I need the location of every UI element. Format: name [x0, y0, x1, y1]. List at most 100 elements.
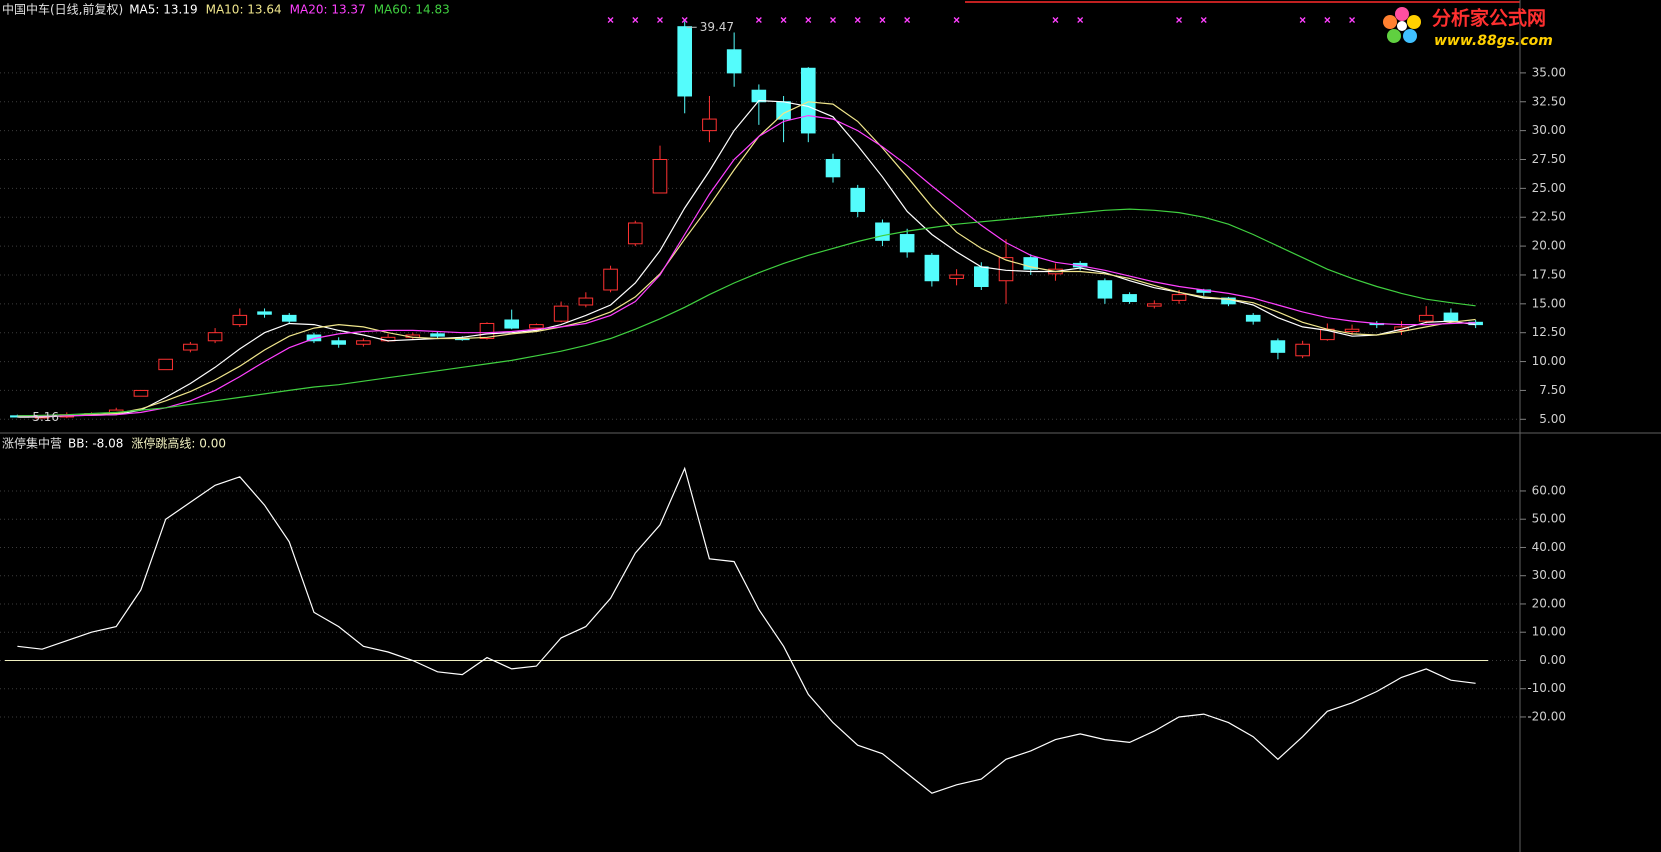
logo-center — [1397, 21, 1407, 31]
y-tick-label: 40.00 — [1532, 540, 1566, 554]
candle-body — [207, 332, 223, 342]
y-tick-label: 35.00 — [1532, 65, 1566, 79]
legend-entry: MA60: 14.83 — [374, 3, 450, 17]
candle-body — [1295, 343, 1310, 357]
signal-marker — [1324, 17, 1331, 23]
signal-marker — [1052, 17, 1059, 23]
legend-entry: MA5: 13.19 — [129, 3, 197, 17]
legend-entry: 涨停跳高线: 0.00 — [131, 436, 226, 451]
candle-body — [158, 358, 173, 371]
y-tick-label: 25.00 — [1532, 181, 1566, 195]
candle-body — [306, 334, 322, 342]
signal-marker — [805, 17, 812, 23]
candle-body — [1097, 280, 1113, 299]
candle-body — [133, 389, 149, 397]
candle-body — [1171, 294, 1187, 301]
logo-petal — [1387, 29, 1401, 43]
candle-body — [356, 340, 371, 345]
signal-marker — [780, 17, 787, 23]
candle-body — [529, 324, 544, 329]
candle-body — [726, 49, 742, 74]
candle-body — [627, 222, 643, 245]
y-tick-label: 10.00 — [1532, 625, 1566, 639]
candle-body — [875, 222, 890, 241]
series-line — [17, 466, 1476, 794]
logo-url: www.88gs.com — [1434, 33, 1553, 49]
candle-body — [899, 234, 915, 253]
legend-entry: BB: -8.08 — [68, 437, 123, 451]
y-tick-label: 15.00 — [1532, 296, 1566, 310]
y-tick-label: 60.00 — [1532, 483, 1566, 497]
signal-marker — [1349, 17, 1356, 23]
y-tick-label: 17.50 — [1532, 267, 1566, 281]
candle-body — [924, 254, 940, 282]
legend-entry: MA20: 13.37 — [290, 3, 366, 17]
candle-body — [331, 340, 346, 345]
y-tick-label: 27.50 — [1532, 152, 1566, 166]
y-tick-label: 7.50 — [1539, 383, 1566, 397]
candle-body — [850, 187, 866, 212]
candle-body — [1270, 340, 1286, 353]
y-tick-label: 30.00 — [1532, 123, 1566, 137]
candle-body — [183, 343, 198, 351]
y-tick-label: -20.00 — [1527, 709, 1566, 723]
candle-body — [1023, 257, 1039, 270]
y-tick-label: -10.00 — [1527, 681, 1566, 695]
candle-body — [578, 297, 594, 306]
signal-marker — [632, 17, 639, 23]
y-tick-label: 5.00 — [1539, 412, 1566, 426]
candle-body — [776, 101, 791, 120]
candle-body — [504, 319, 519, 329]
signal-marker — [1200, 17, 1207, 23]
signal-marker — [681, 17, 688, 23]
candle-body — [800, 67, 816, 134]
signal-marker — [1299, 17, 1306, 23]
signal-marker — [1077, 17, 1084, 23]
candle-body — [257, 311, 272, 315]
logo: 分析家公式网 www.88gs.com — [1383, 7, 1553, 49]
y-tick-label: 20.00 — [1532, 239, 1566, 253]
logo-title: 分析家公式网 — [1432, 7, 1546, 30]
candle-body — [1344, 328, 1360, 333]
logo-petal — [1383, 15, 1397, 29]
candle-body — [677, 26, 693, 97]
candle-body — [702, 118, 717, 132]
candle-body — [281, 314, 297, 322]
signal-marker — [657, 17, 663, 23]
panel-title: 涨停集中营 — [2, 436, 62, 451]
candle-body — [1122, 294, 1137, 303]
series-line — [17, 101, 1476, 417]
candle-body — [1245, 314, 1261, 322]
annotation: 5.16 — [32, 410, 59, 424]
candle-body — [603, 268, 618, 291]
y-tick-label: 12.50 — [1532, 325, 1566, 339]
signal-marker — [830, 17, 836, 23]
candle-body — [553, 305, 569, 322]
signal-marker — [854, 17, 861, 23]
y-tick-label: 30.00 — [1532, 568, 1566, 582]
signal-marker — [607, 17, 614, 23]
y-tick-label: 20.00 — [1532, 596, 1566, 610]
candle-body — [1147, 303, 1162, 307]
y-tick-label: 32.50 — [1532, 94, 1566, 108]
legend-entry: MA10: 13.64 — [206, 3, 282, 17]
signal-marker — [904, 17, 911, 23]
y-tick-label: 0.00 — [1539, 653, 1566, 667]
y-tick-label: 10.00 — [1532, 354, 1566, 368]
y-tick-label: 22.50 — [1532, 210, 1566, 224]
signal-marker — [879, 17, 886, 23]
logo-petal — [1403, 29, 1417, 43]
candle-body — [825, 158, 841, 178]
signal-marker — [953, 17, 960, 23]
logo-petal — [1395, 7, 1409, 21]
candle-body — [1418, 314, 1434, 322]
candle-body — [949, 274, 964, 279]
candle-body — [974, 266, 989, 288]
candle-body — [430, 333, 445, 337]
signal-marker — [1176, 17, 1182, 23]
y-tick-label: 50.00 — [1532, 512, 1566, 526]
series-line — [17, 114, 1476, 417]
